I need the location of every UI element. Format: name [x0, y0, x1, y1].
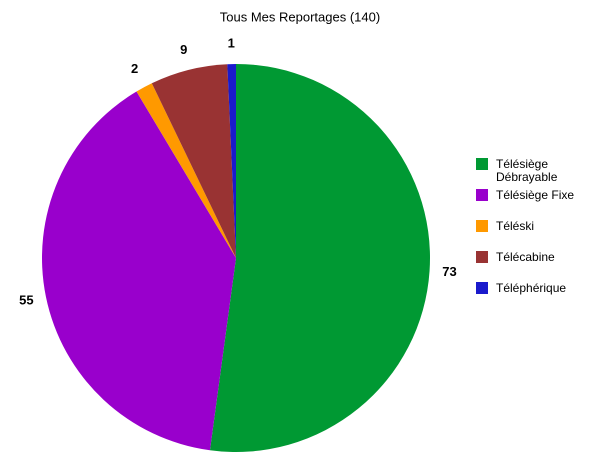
legend-item: Télécabine [476, 251, 586, 282]
data-label: 2 [131, 61, 138, 76]
legend-swatch [476, 251, 488, 263]
legend-item: Télésiège Fixe [476, 189, 586, 220]
pie-slice [136, 83, 236, 258]
legend-label: Téléski [496, 219, 535, 233]
data-label: 73 [442, 264, 456, 279]
pie-slice [209, 64, 431, 452]
legend: Télésiège Débrayable Télésiège Fixe Télésk… [476, 158, 586, 313]
legend-label: Téléphérique [496, 281, 567, 295]
chart-title: Tous Mes Reportages (140) [220, 9, 380, 24]
legend-label: Télésiège Débrayable [496, 157, 558, 184]
data-label: 55 [19, 292, 33, 307]
pie-slice [151, 64, 236, 258]
legend-item: Téléphérique [476, 282, 586, 313]
legend-swatch [476, 282, 488, 294]
legend-swatch [476, 220, 488, 232]
legend-label: Télécabine [496, 250, 555, 264]
data-label: 9 [180, 42, 187, 57]
legend-label: Télésiège Fixe [496, 188, 575, 202]
pie-slice [227, 64, 236, 258]
legend-swatch [476, 189, 488, 201]
pie-slice [42, 91, 236, 451]
legend-item: Téléski [476, 220, 586, 251]
data-label: 1 [228, 35, 235, 50]
legend-swatch [476, 158, 488, 170]
legend-item: Télésiège Débrayable [476, 158, 586, 189]
